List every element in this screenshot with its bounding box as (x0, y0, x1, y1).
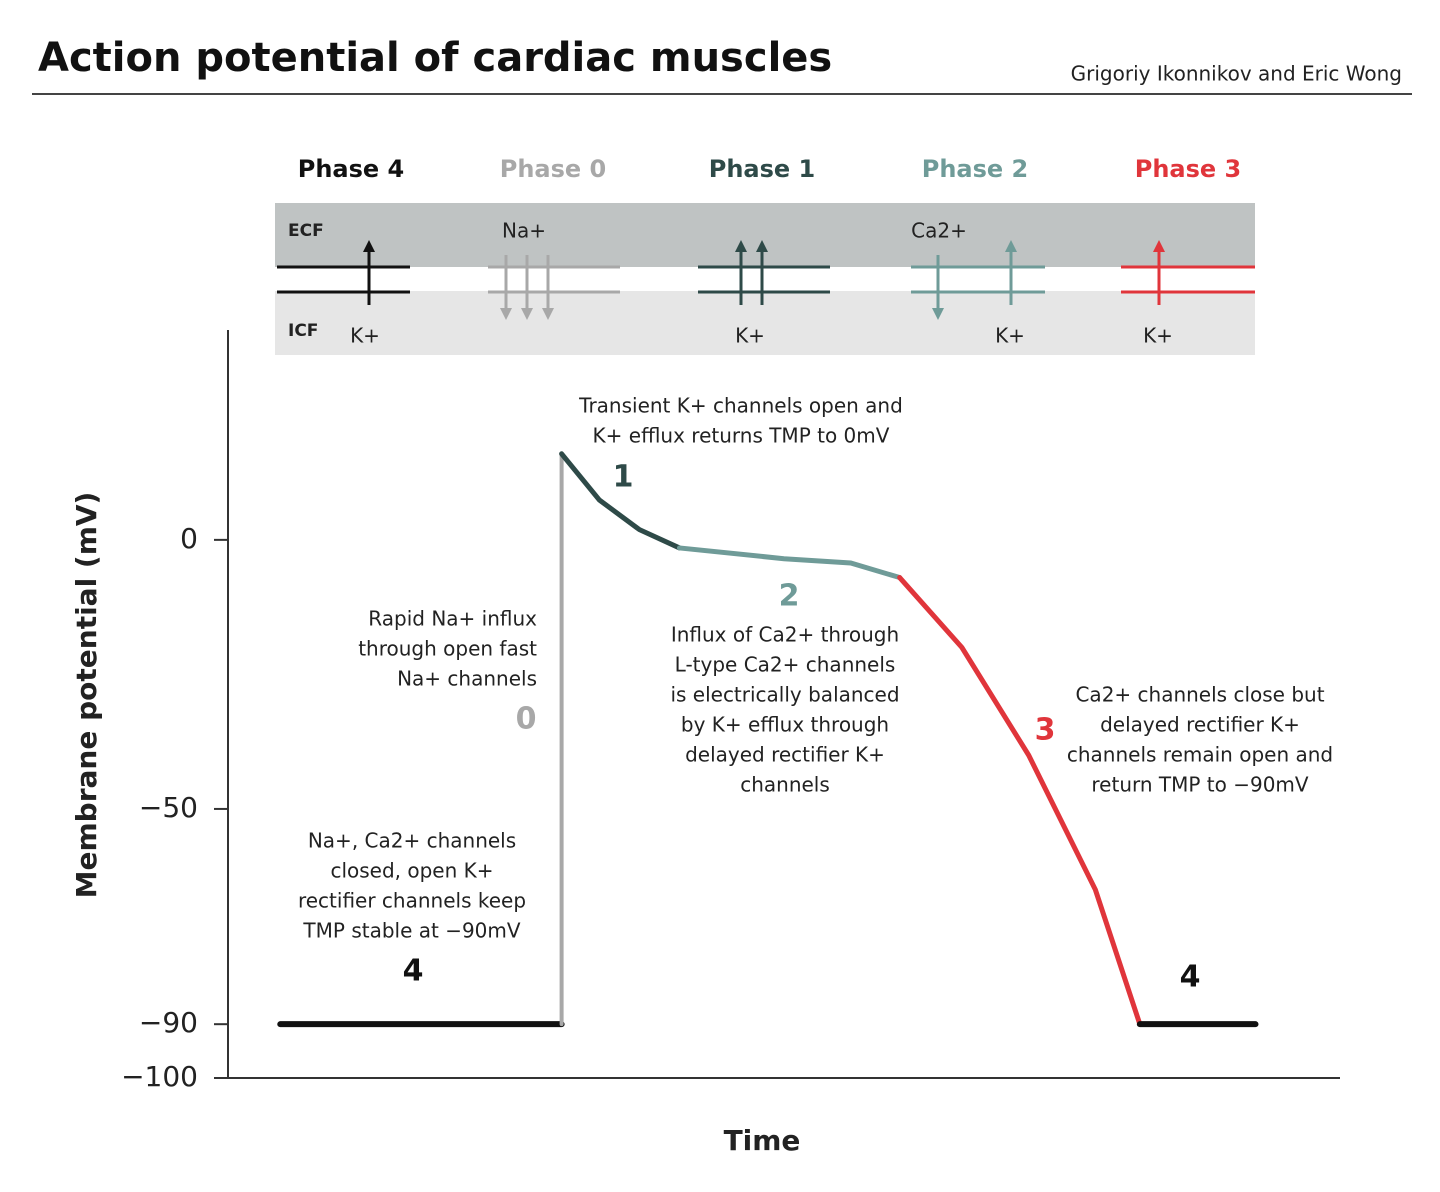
annotation: delayed rectifier K+ (685, 743, 885, 767)
icf-label: ICF (288, 321, 318, 341)
annotation: channels remain open and (1067, 743, 1333, 767)
ion-label: K+ (735, 324, 765, 348)
y-axis-label: Membrane potential (mV) (70, 492, 103, 899)
title: Action potential of cardiac muscles (38, 35, 832, 81)
y-tick-label: 0 (180, 522, 198, 555)
annotation: Na+ channels (397, 667, 537, 691)
y-tick-label: −50 (139, 791, 198, 824)
ion-label: K+ (995, 324, 1025, 348)
ion-label: Na+ (502, 219, 546, 243)
annotation: is electrically balanced (670, 683, 899, 707)
phase-number: 3 (1035, 713, 1056, 748)
annotation: Rapid Na+ influx (368, 607, 537, 631)
ion-label: Ca2+ (911, 219, 967, 243)
annotation: L-type Ca2+ channels (675, 653, 896, 677)
ap-segment (559, 451, 682, 551)
icf-band (275, 291, 1255, 355)
authors: Grigoriy Ikonnikov and Eric Wong (1071, 62, 1402, 86)
annotation: closed, open K+ (330, 859, 493, 883)
phase-number: 1 (613, 460, 634, 495)
annotation: Na+, Ca2+ channels (308, 829, 516, 853)
phase-header: Phase 0 (500, 155, 607, 183)
ecf-label: ECF (288, 221, 324, 241)
phase-number: 4 (1180, 960, 1201, 995)
annotation: channels (740, 773, 830, 797)
phase-header: Phase 3 (1135, 155, 1242, 183)
annotation: rectifier channels keep (298, 889, 526, 913)
x-axis-label: Time (724, 1124, 801, 1157)
phase-number: 2 (779, 579, 800, 614)
annotation: through open fast (358, 637, 537, 661)
annotation: delayed rectifier K+ (1100, 713, 1300, 737)
ap-segment (676, 545, 903, 581)
phase-number: 0 (516, 702, 537, 737)
annotation: K+ efflux returns TMP to 0mV (593, 424, 890, 448)
y-tick-label: −100 (121, 1060, 198, 1093)
phase-header: Phase 1 (709, 155, 816, 183)
y-tick-label: −90 (139, 1006, 198, 1039)
phase-number: 4 (403, 954, 424, 989)
annotation: Ca2+ channels close but (1075, 683, 1324, 707)
ecf-band (275, 203, 1255, 267)
phase-header: Phase 2 (922, 155, 1029, 183)
ap-segment (897, 575, 1143, 1027)
annotation: Transient K+ channels open and (578, 394, 903, 418)
annotation: TMP stable at −90mV (302, 919, 520, 943)
annotation: Influx of Ca2+ through (671, 623, 899, 647)
ion-label: K+ (350, 324, 380, 348)
annotation: return TMP to −90mV (1091, 773, 1309, 797)
ion-label: K+ (1143, 324, 1173, 348)
annotation: by K+ efflux through (681, 713, 889, 737)
phase-header: Phase 4 (298, 155, 405, 183)
